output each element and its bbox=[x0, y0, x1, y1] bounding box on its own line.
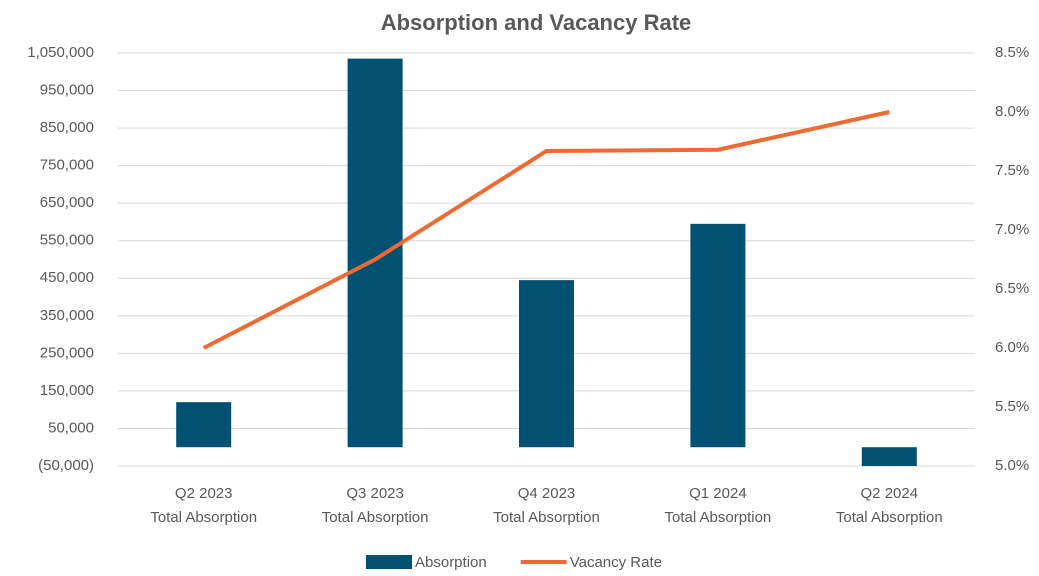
y2-tick-label: 5.5% bbox=[995, 398, 1029, 415]
y2-tick-label: 5.0% bbox=[995, 457, 1029, 474]
x-tick-label: Total Absorption bbox=[836, 509, 943, 526]
y2-tick-label: 6.5% bbox=[995, 280, 1029, 297]
chart-title: Absorption and Vacancy Rate bbox=[381, 10, 692, 35]
y-tick-label: 950,000 bbox=[40, 82, 94, 99]
y-tick-label: 50,000 bbox=[48, 419, 94, 436]
y-tick-label: 150,000 bbox=[40, 382, 94, 399]
x-tick-label: Q4 2023 bbox=[518, 485, 576, 502]
x-tick-label: Total Absorption bbox=[665, 509, 772, 526]
y-tick-label: 550,000 bbox=[40, 232, 94, 249]
y-tick-label: 450,000 bbox=[40, 269, 94, 286]
x-tick-label: Total Absorption bbox=[322, 509, 429, 526]
bar bbox=[690, 223, 746, 448]
x-tick-label: Q2 2024 bbox=[861, 485, 919, 502]
y-tick-label: 850,000 bbox=[40, 119, 94, 136]
bar bbox=[176, 402, 232, 448]
legend-label: Absorption bbox=[415, 554, 487, 571]
y-tick-label: 750,000 bbox=[40, 157, 94, 174]
x-tick-label: Total Absorption bbox=[493, 509, 600, 526]
bar bbox=[347, 58, 403, 448]
y2-tick-label: 8.0% bbox=[995, 103, 1029, 120]
y-tick-label: 650,000 bbox=[40, 194, 94, 211]
legend-label: Vacancy Rate bbox=[570, 554, 662, 571]
line bbox=[202, 110, 890, 350]
x-tick-label: Total Absorption bbox=[150, 509, 257, 526]
y2-tick-label: 8.5% bbox=[995, 44, 1029, 61]
x-tick-label: Q2 2023 bbox=[175, 485, 233, 502]
bar bbox=[861, 447, 917, 466]
y2-tick-label: 6.0% bbox=[995, 339, 1029, 356]
y-tick-label: (50,000) bbox=[38, 457, 94, 474]
x-tick-label: Q1 2024 bbox=[689, 485, 747, 502]
x-tick-label: Q3 2023 bbox=[346, 485, 404, 502]
y2-tick-label: 7.5% bbox=[995, 162, 1029, 179]
bar bbox=[519, 280, 574, 448]
legend-swatch bbox=[366, 555, 412, 569]
y-tick-label: 350,000 bbox=[40, 307, 94, 324]
y-tick-label: 250,000 bbox=[40, 344, 94, 361]
y2-tick-label: 7.0% bbox=[995, 221, 1029, 238]
y-tick-label: 1,050,000 bbox=[27, 44, 94, 61]
